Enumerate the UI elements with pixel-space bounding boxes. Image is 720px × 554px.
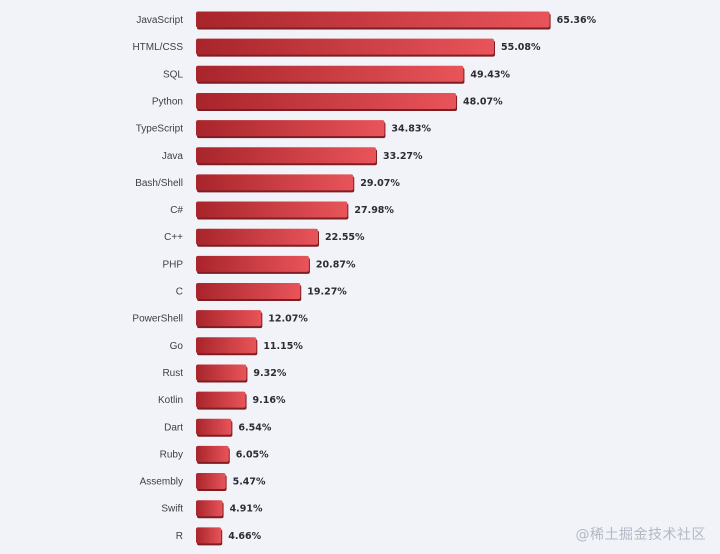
value-label: 12.07% (268, 314, 308, 325)
category-label: Kotlin (158, 395, 183, 406)
value-label: 11.15% (263, 341, 303, 352)
value-label: 65.36% (557, 15, 597, 26)
category-label: PHP (162, 259, 183, 270)
category-label: Swift (161, 504, 183, 515)
watermark: @稀土掘金技术社区 (575, 527, 706, 543)
value-label: 6.54% (238, 422, 271, 433)
category-label: C# (170, 205, 183, 216)
bar (196, 283, 301, 299)
bar (196, 391, 246, 408)
value-label: 55.08% (501, 42, 541, 53)
bar (196, 65, 464, 82)
category-label: R (176, 531, 183, 542)
category-label: TypeScript (136, 124, 183, 135)
category-label: Go (170, 341, 184, 352)
category-label: Ruby (160, 449, 183, 460)
value-label: 6.05% (236, 449, 269, 460)
bar (196, 310, 262, 327)
bar (196, 228, 318, 245)
bar (196, 11, 550, 28)
bar (196, 174, 354, 191)
bar (196, 201, 348, 218)
value-label: 27.98% (354, 205, 394, 216)
bars-group: JavaScript 65.36% HTML/CSS 55.08% SQL 49.43% P… (132, 11, 597, 546)
category-label: Rust (162, 368, 183, 379)
bar (196, 337, 257, 354)
value-label: 9.16% (253, 395, 286, 406)
category-label: JavaScript (136, 15, 183, 26)
value-label: 4.91% (230, 504, 263, 515)
category-label: Bash/Shell (135, 178, 183, 189)
bar (196, 527, 222, 544)
bar (196, 445, 229, 462)
category-label: C++ (164, 232, 183, 243)
category-label: Dart (164, 422, 183, 433)
category-label: Python (152, 96, 183, 107)
value-label: 49.43% (470, 69, 510, 80)
value-label: 4.66% (228, 531, 261, 542)
bar (196, 364, 247, 381)
category-label: SQL (163, 69, 183, 80)
bar (196, 92, 457, 109)
bar (196, 147, 376, 164)
value-label: 48.07% (463, 96, 503, 107)
bar (196, 120, 385, 137)
bar (196, 473, 226, 490)
bar (196, 38, 494, 55)
value-label: 29.07% (360, 178, 400, 189)
category-label: PowerShell (132, 314, 183, 325)
bar (196, 418, 232, 435)
bar (196, 255, 309, 272)
value-label: 9.32% (253, 368, 286, 379)
value-label: 33.27% (383, 151, 423, 162)
value-label: 20.87% (316, 259, 356, 270)
value-label: 19.27% (307, 287, 347, 298)
category-label: HTML/CSS (132, 42, 183, 53)
category-label: C (176, 287, 183, 298)
value-label: 22.55% (325, 232, 365, 243)
category-label: Assembly (140, 477, 183, 488)
category-label: Java (162, 151, 184, 162)
value-label: 5.47% (233, 477, 266, 488)
value-label: 34.83% (391, 124, 431, 135)
bar (196, 500, 223, 517)
